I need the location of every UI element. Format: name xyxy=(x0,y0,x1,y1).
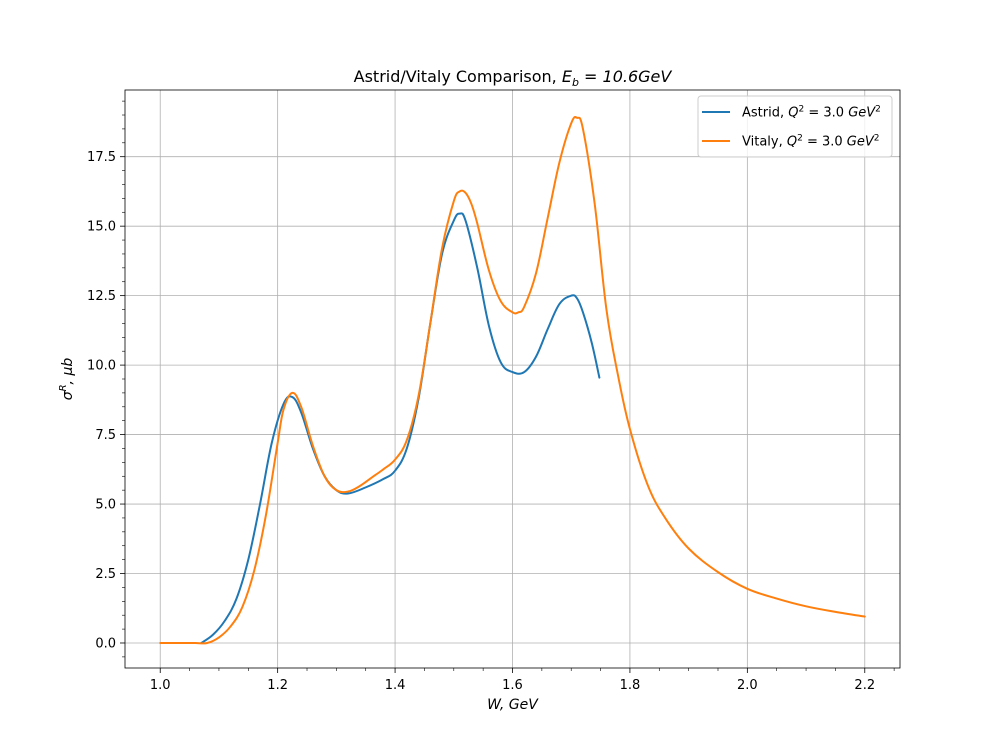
legend-vitaly-unit-sup: 2 xyxy=(874,134,880,144)
x-tick-label-4: 1.8 xyxy=(620,678,641,693)
legend-astrid-q: Q xyxy=(788,106,798,121)
series-line-vitaly xyxy=(159,116,866,645)
x-tick-label-1: 1.2 xyxy=(267,678,288,693)
chart-title-math-base: E xyxy=(562,67,573,86)
y-axis-label-sup: R xyxy=(58,384,69,391)
y-tick-label-2: 5.0 xyxy=(95,498,116,513)
chart-title-math-sub: b xyxy=(572,76,579,89)
x-tick-label-2: 1.4 xyxy=(385,678,406,693)
legend-astrid-mid: = 3.0 xyxy=(804,106,848,121)
legend-label-astrid: Astrid, Q2 = 3.0 GeV2 xyxy=(742,105,881,121)
legend-label-vitaly: Vitaly, Q2 = 3.0 GeV2 xyxy=(742,134,880,150)
legend-astrid-unit-sup: 2 xyxy=(875,105,881,115)
legend-vitaly-unit: GeV xyxy=(847,135,875,150)
legend: Astrid, Q2 = 3.0 GeV2 Vitaly, Q2 = 3.0 G… xyxy=(697,95,893,158)
y-axis-label-base: σ xyxy=(60,390,76,400)
y-tick-label-3: 7.5 xyxy=(95,428,116,443)
legend-astrid-prefix: Astrid, xyxy=(742,106,788,121)
x-tick-label-5: 2.0 xyxy=(737,678,758,693)
x-tick-label-6: 2.2 xyxy=(854,678,875,693)
legend-box xyxy=(697,95,893,158)
legend-astrid-q-sup: 2 xyxy=(798,105,804,115)
ticks: 1.0 1.2 1.4 1.6 1.8 2.0 2.2 0.0 2.5 5.0 7.5 10.0 12.… xyxy=(87,100,895,693)
y-tick-label-1: 2.5 xyxy=(95,567,116,582)
legend-vitaly-prefix: Vitaly, xyxy=(742,135,787,150)
y-axis-label: σR, μb xyxy=(58,358,76,401)
y-axis-label-rest: , μb xyxy=(60,358,76,385)
y-tick-label-6: 15.0 xyxy=(87,220,116,235)
legend-astrid-unit: GeV xyxy=(848,106,876,121)
x-axis-label: W, GeV xyxy=(487,697,539,713)
y-tick-label-0: 0.0 xyxy=(95,636,116,651)
chart-title-math-rest: = 10.6GeV xyxy=(579,67,672,86)
series-lines xyxy=(159,116,866,645)
legend-vitaly-mid: = 3.0 xyxy=(803,135,847,150)
chart-title: Astrid/Vitaly Comparison, Eb = 10.6GeV xyxy=(354,67,673,89)
grid xyxy=(125,90,900,668)
legend-vitaly-q-sup: 2 xyxy=(797,134,803,144)
legend-vitaly-q: Q xyxy=(787,135,797,150)
chart-title-prefix: Astrid/Vitaly Comparison, xyxy=(354,67,562,86)
y-tick-label-5: 12.5 xyxy=(87,289,116,304)
x-tick-label-0: 1.0 xyxy=(150,678,171,693)
y-tick-label-4: 10.0 xyxy=(87,359,116,374)
x-tick-label-3: 1.6 xyxy=(502,678,523,693)
y-tick-label-7: 17.5 xyxy=(87,150,116,165)
